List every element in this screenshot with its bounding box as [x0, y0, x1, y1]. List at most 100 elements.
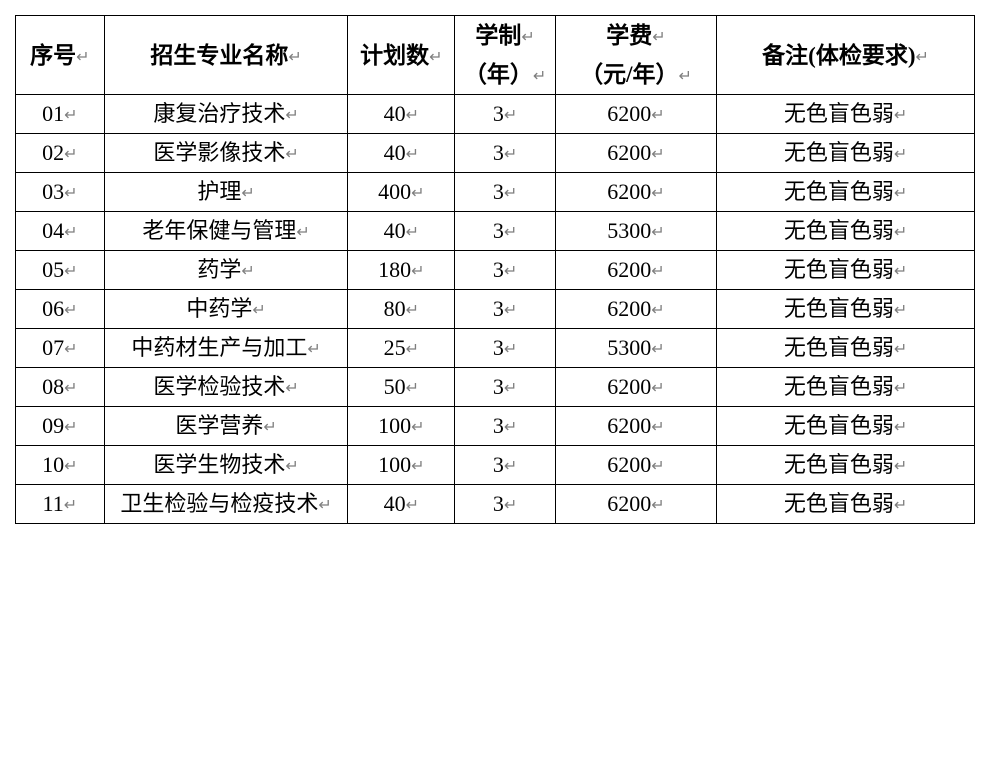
- cell-remark: 无色盲色弱↵: [717, 329, 975, 368]
- cell-years: 3↵: [455, 173, 556, 212]
- paragraph-mark-icon: ↵: [894, 224, 907, 241]
- paragraph-mark-icon: ↵: [652, 29, 665, 46]
- paragraph-mark-icon: ↵: [406, 224, 419, 241]
- paragraph-mark-icon: ↵: [894, 380, 907, 397]
- cell-remark: 无色盲色弱↵: [717, 251, 975, 290]
- paragraph-mark-icon: ↵: [504, 107, 517, 124]
- cell-tuition: 6200↵: [555, 173, 716, 212]
- paragraph-mark-icon: ↵: [916, 49, 929, 66]
- cell-years: 3↵: [455, 446, 556, 485]
- paragraph-mark-icon: ↵: [429, 49, 442, 66]
- table-row: 05↵药学↵180↵3↵6200↵无色盲色弱↵: [16, 251, 975, 290]
- paragraph-mark-icon: ↵: [894, 107, 907, 124]
- paragraph-mark-icon: ↵: [411, 263, 424, 280]
- cell-remark: 无色盲色弱↵: [717, 134, 975, 173]
- paragraph-mark-icon: ↵: [263, 419, 276, 436]
- cell-years: 3↵: [455, 95, 556, 134]
- paragraph-mark-icon: ↵: [406, 107, 419, 124]
- cell-seq: 03↵: [16, 173, 105, 212]
- paragraph-mark-icon: ↵: [504, 497, 517, 514]
- header-cell-plan: 计划数↵: [348, 16, 455, 95]
- paragraph-mark-icon: ↵: [64, 107, 77, 124]
- cell-major: 药学↵: [104, 251, 348, 290]
- cell-years: 3↵: [455, 212, 556, 251]
- cell-tuition: 5300↵: [555, 329, 716, 368]
- table-row: 07↵中药材生产与加工↵25↵3↵5300↵无色盲色弱↵: [16, 329, 975, 368]
- paragraph-mark-icon: ↵: [504, 185, 517, 202]
- paragraph-mark-icon: ↵: [504, 341, 517, 358]
- cell-seq: 10↵: [16, 446, 105, 485]
- cell-seq: 06↵: [16, 290, 105, 329]
- header-cell-tuition: 学费↵（元/年）↵: [555, 16, 716, 95]
- paragraph-mark-icon: ↵: [64, 224, 77, 241]
- cell-years: 3↵: [455, 407, 556, 446]
- paragraph-mark-icon: ↵: [894, 263, 907, 280]
- table-row: 02↵医学影像技术↵40↵3↵6200↵无色盲色弱↵: [16, 134, 975, 173]
- cell-major: 康复治疗技术↵: [104, 95, 348, 134]
- paragraph-mark-icon: ↵: [651, 224, 664, 241]
- cell-tuition: 5300↵: [555, 212, 716, 251]
- cell-remark: 无色盲色弱↵: [717, 290, 975, 329]
- paragraph-mark-icon: ↵: [894, 185, 907, 202]
- cell-tuition: 6200↵: [555, 95, 716, 134]
- paragraph-mark-icon: ↵: [504, 146, 517, 163]
- cell-major: 卫生检验与检疫技术↵: [104, 485, 348, 524]
- cell-remark: 无色盲色弱↵: [717, 446, 975, 485]
- cell-seq: 02↵: [16, 134, 105, 173]
- paragraph-mark-icon: ↵: [76, 49, 89, 66]
- paragraph-mark-icon: ↵: [64, 458, 77, 475]
- cell-plan: 40↵: [348, 485, 455, 524]
- cell-tuition: 6200↵: [555, 446, 716, 485]
- cell-plan: 100↵: [348, 446, 455, 485]
- table-header: 序号↵招生专业名称↵计划数↵学制↵（年）↵学费↵（元/年）↵备注(体检要求)↵: [16, 16, 975, 95]
- paragraph-mark-icon: ↵: [406, 341, 419, 358]
- cell-remark: 无色盲色弱↵: [717, 212, 975, 251]
- table-row: 10↵医学生物技术↵100↵3↵6200↵无色盲色弱↵: [16, 446, 975, 485]
- paragraph-mark-icon: ↵: [406, 380, 419, 397]
- paragraph-mark-icon: ↵: [678, 68, 691, 85]
- paragraph-mark-icon: ↵: [411, 185, 424, 202]
- cell-seq: 04↵: [16, 212, 105, 251]
- cell-plan: 40↵: [348, 212, 455, 251]
- table-header-row: 序号↵招生专业名称↵计划数↵学制↵（年）↵学费↵（元/年）↵备注(体检要求)↵: [16, 16, 975, 95]
- cell-seq: 09↵: [16, 407, 105, 446]
- cell-plan: 400↵: [348, 173, 455, 212]
- paragraph-mark-icon: ↵: [64, 497, 77, 514]
- cell-tuition: 6200↵: [555, 251, 716, 290]
- paragraph-mark-icon: ↵: [521, 29, 534, 46]
- paragraph-mark-icon: ↵: [288, 49, 301, 66]
- cell-remark: 无色盲色弱↵: [717, 95, 975, 134]
- cell-years: 3↵: [455, 290, 556, 329]
- paragraph-mark-icon: ↵: [894, 302, 907, 319]
- paragraph-mark-icon: ↵: [651, 146, 664, 163]
- paragraph-mark-icon: ↵: [406, 497, 419, 514]
- paragraph-mark-icon: ↵: [64, 146, 77, 163]
- cell-seq: 01↵: [16, 95, 105, 134]
- cell-seq: 05↵: [16, 251, 105, 290]
- paragraph-mark-icon: ↵: [241, 185, 254, 202]
- cell-remark: 无色盲色弱↵: [717, 485, 975, 524]
- cell-years: 3↵: [455, 368, 556, 407]
- cell-plan: 40↵: [348, 95, 455, 134]
- cell-plan: 100↵: [348, 407, 455, 446]
- table-row: 08↵医学检验技术↵50↵3↵6200↵无色盲色弱↵: [16, 368, 975, 407]
- cell-years: 3↵: [455, 134, 556, 173]
- cell-major: 医学营养↵: [104, 407, 348, 446]
- cell-plan: 180↵: [348, 251, 455, 290]
- paragraph-mark-icon: ↵: [894, 458, 907, 475]
- table-row: 01↵康复治疗技术↵40↵3↵6200↵无色盲色弱↵: [16, 95, 975, 134]
- cell-major: 中药材生产与加工↵: [104, 329, 348, 368]
- cell-remark: 无色盲色弱↵: [717, 173, 975, 212]
- cell-major: 护理↵: [104, 173, 348, 212]
- header-cell-major: 招生专业名称↵: [104, 16, 348, 95]
- paragraph-mark-icon: ↵: [504, 380, 517, 397]
- cell-years: 3↵: [455, 251, 556, 290]
- paragraph-mark-icon: ↵: [64, 419, 77, 436]
- paragraph-mark-icon: ↵: [285, 380, 298, 397]
- paragraph-mark-icon: ↵: [651, 458, 664, 475]
- cell-seq: 08↵: [16, 368, 105, 407]
- cell-seq: 11↵: [16, 485, 105, 524]
- table-row: 04↵老年保健与管理↵40↵3↵5300↵无色盲色弱↵: [16, 212, 975, 251]
- cell-remark: 无色盲色弱↵: [717, 368, 975, 407]
- paragraph-mark-icon: ↵: [318, 497, 331, 514]
